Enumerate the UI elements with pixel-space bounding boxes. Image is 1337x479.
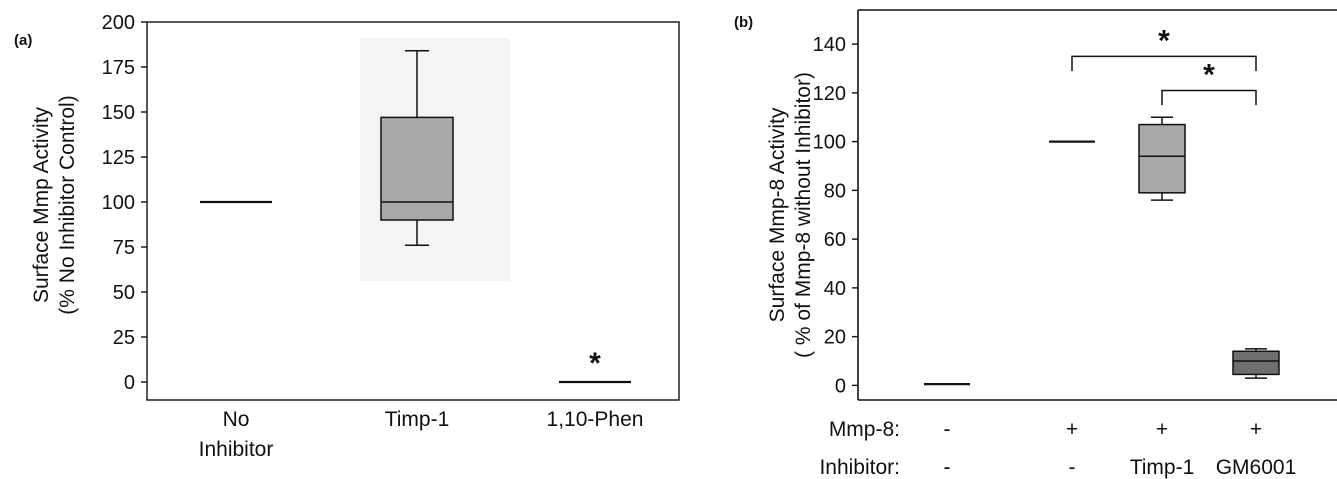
y-tick-label: 0 [835,375,846,397]
panel-b: (b) Surface Mmp-8 Activity ( % of Mmp-8 … [734,9,1337,479]
category-label: - [1069,456,1076,479]
panel-b-y-ticks: 0 20 40 60 80 100 120 140 [813,34,858,397]
y-tick-label: 100 [813,132,846,154]
y-tick-label: 40 [824,278,846,300]
panel-a-label: (a) [14,32,32,49]
category-label: - [944,418,951,441]
category-label: GM6001 [1216,456,1297,479]
category-label: + [1066,418,1078,441]
y-tick-label: 120 [813,83,846,105]
category-label: Timp-1 [385,408,450,431]
box-3 [1232,348,1280,379]
y-tick-label: 25 [113,327,135,349]
panel-a-boxes [200,50,631,384]
category-label: + [1250,418,1262,441]
y-tick-label: 175 [102,57,135,79]
y-axis-label-line1: Surface Mmp Activity [30,106,53,303]
y-tick-label: 60 [824,229,846,251]
y-tick-label: 50 [113,282,135,304]
panel-a-annotations: * [589,347,601,380]
iqr-box [1138,123,1186,194]
panel-a: (a) Surface Mmp Activity (% No Inhibitor… [14,12,680,461]
y-tick-label: 75 [113,237,135,259]
row-label: Mmp-8: [829,418,900,441]
panel-a-y-ticks: 0 25 50 75 100 125 150 175 200 [102,12,147,394]
panel-b-label: (b) [734,14,753,31]
panel-b-significance-brackets: ** [1071,24,1257,106]
category-label: + [1156,418,1168,441]
category-label: 1,10-Phen [547,408,644,431]
panel-a-categories: No Inhibitor Timp-1 1,10-Phen [199,408,644,461]
y-tick-label: 150 [102,102,135,124]
significance-marker: * [1203,58,1215,91]
significance-marker: * [1158,24,1170,57]
panel-b-y-axis-title: Surface Mmp-8 Activity ( % of Mmp-8 with… [766,72,815,358]
panel-b-categories: - - + - + Timp-1 + GM6001 [944,418,1297,479]
significance-bracket [1161,89,1257,106]
y-tick-label: 200 [102,12,135,34]
y-axis-label-line1: Surface Mmp-8 Activity [766,107,789,322]
y-axis-label-line2: ( % of Mmp-8 without Inhibitor) [792,72,815,358]
panel-a-y-axis-title: Surface Mmp Activity (% No Inhibitor Con… [30,95,79,314]
panel-b-boxes [924,116,1280,386]
y-tick-label: 0 [124,372,135,394]
y-tick-label: 20 [824,327,846,349]
y-tick-label: 100 [102,192,135,214]
box-1 [380,50,454,246]
significance-marker: * [589,347,601,380]
row-label: Inhibitor: [819,456,900,479]
box-2 [1138,116,1186,201]
significance-bracket [1071,55,1257,71]
panel-a-plot-frame [146,21,680,401]
y-tick-label: 125 [102,147,135,169]
category-label: - [944,456,951,479]
y-axis-label-line2: (% No Inhibitor Control) [56,95,79,314]
category-label: No [223,408,250,431]
panel-b-row-labels: Mmp-8: Inhibitor: [819,418,900,479]
category-label: Timp-1 [1130,456,1195,479]
iqr-box [1232,350,1280,376]
y-tick-label: 140 [813,34,846,56]
category-label: Inhibitor [199,438,274,461]
y-tick-label: 80 [824,180,846,202]
iqr-box [380,116,454,221]
